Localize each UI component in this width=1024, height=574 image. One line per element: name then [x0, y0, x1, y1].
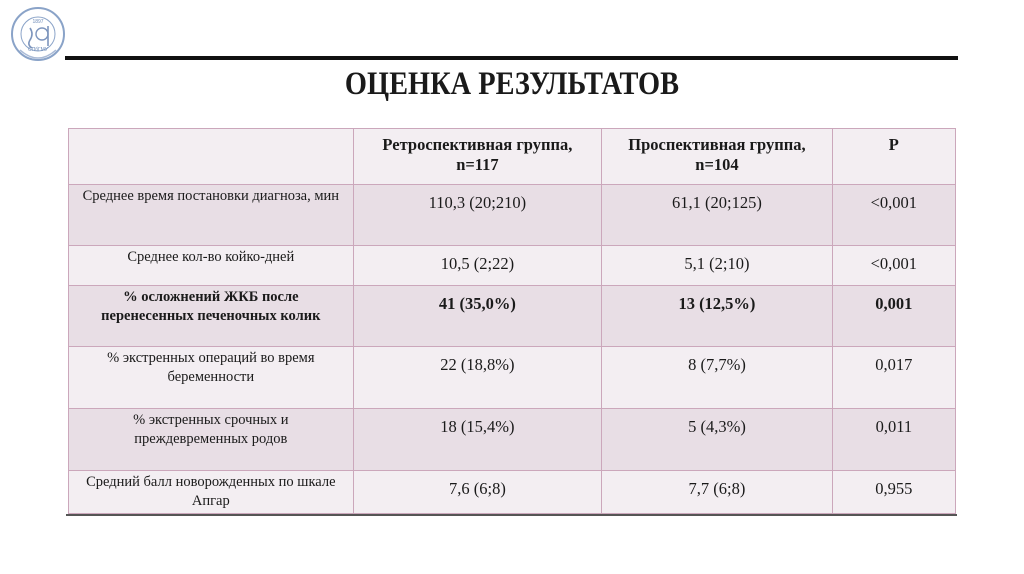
prosp-value: 7,7 (6;8): [601, 470, 833, 514]
university-logo: 1897 СПбГМУ: [11, 7, 65, 61]
table-bottom-rule: [66, 514, 957, 516]
row-label: % осложнений ЖКБ после перенесенных пече…: [68, 285, 354, 347]
table-row: Средний балл новорожденных по шкале Апга…: [68, 470, 957, 514]
svg-text:1897: 1897: [32, 19, 43, 25]
retro-value: 7,6 (6;8): [352, 470, 603, 514]
retro-value: 22 (18,8%): [352, 346, 603, 409]
slide-title: ОЦЕНКА РЕЗУЛЬТАТОВ: [344, 66, 680, 102]
p-value: 0,017: [831, 346, 957, 409]
retro-value: 10,5 (2;22): [352, 245, 603, 286]
results-table: Ретроспективная группа, n=117 Проспектив…: [68, 128, 957, 514]
title-rule: [65, 56, 958, 60]
row-label: Среднее кол-во койко-дней: [68, 245, 354, 286]
retro-value: 41 (35,0%): [352, 285, 603, 347]
p-value: 0,955: [831, 470, 957, 514]
prosp-value: 5,1 (2;10): [601, 245, 833, 286]
header-empty: [68, 128, 354, 185]
p-value: 0,011: [831, 408, 957, 471]
table-row: Среднее кол-во койко-дней 10,5 (2;22) 5,…: [68, 245, 957, 286]
header-retrospective: Ретроспективная группа, n=117: [352, 128, 603, 185]
p-value: <0,001: [831, 245, 957, 286]
table-row: % экстренных срочных и преждевременных р…: [68, 408, 957, 471]
table-row: % осложнений ЖКБ после перенесенных пече…: [68, 285, 957, 347]
header-prospective: Проспективная группа, n=104: [601, 128, 833, 185]
retro-value: 110,3 (20;210): [352, 184, 603, 246]
prosp-value: 61,1 (20;125): [601, 184, 833, 246]
retro-value: 18 (15,4%): [352, 408, 603, 471]
svg-text:СПбГМУ: СПбГМУ: [28, 47, 49, 53]
row-label: Средний балл новорожденных по шкале Апга…: [68, 470, 354, 514]
table-row: % экстренных операций во время беременно…: [68, 346, 957, 409]
prosp-value: 8 (7,7%): [601, 346, 833, 409]
row-label: % экстренных срочных и преждевременных р…: [68, 408, 354, 471]
prosp-value: 5 (4,3%): [601, 408, 833, 471]
table-header-row: Ретроспективная группа, n=117 Проспектив…: [68, 128, 957, 185]
p-value: 0,001: [831, 285, 957, 347]
prosp-value: 13 (12,5%): [601, 285, 833, 347]
p-value: <0,001: [831, 184, 957, 246]
header-p: P: [831, 128, 957, 185]
row-label: % экстренных операций во время беременно…: [68, 346, 354, 409]
row-label: Среднее время постановки диагноза, мин: [68, 184, 354, 246]
table-row: Среднее время постановки диагноза, мин 1…: [68, 184, 957, 246]
